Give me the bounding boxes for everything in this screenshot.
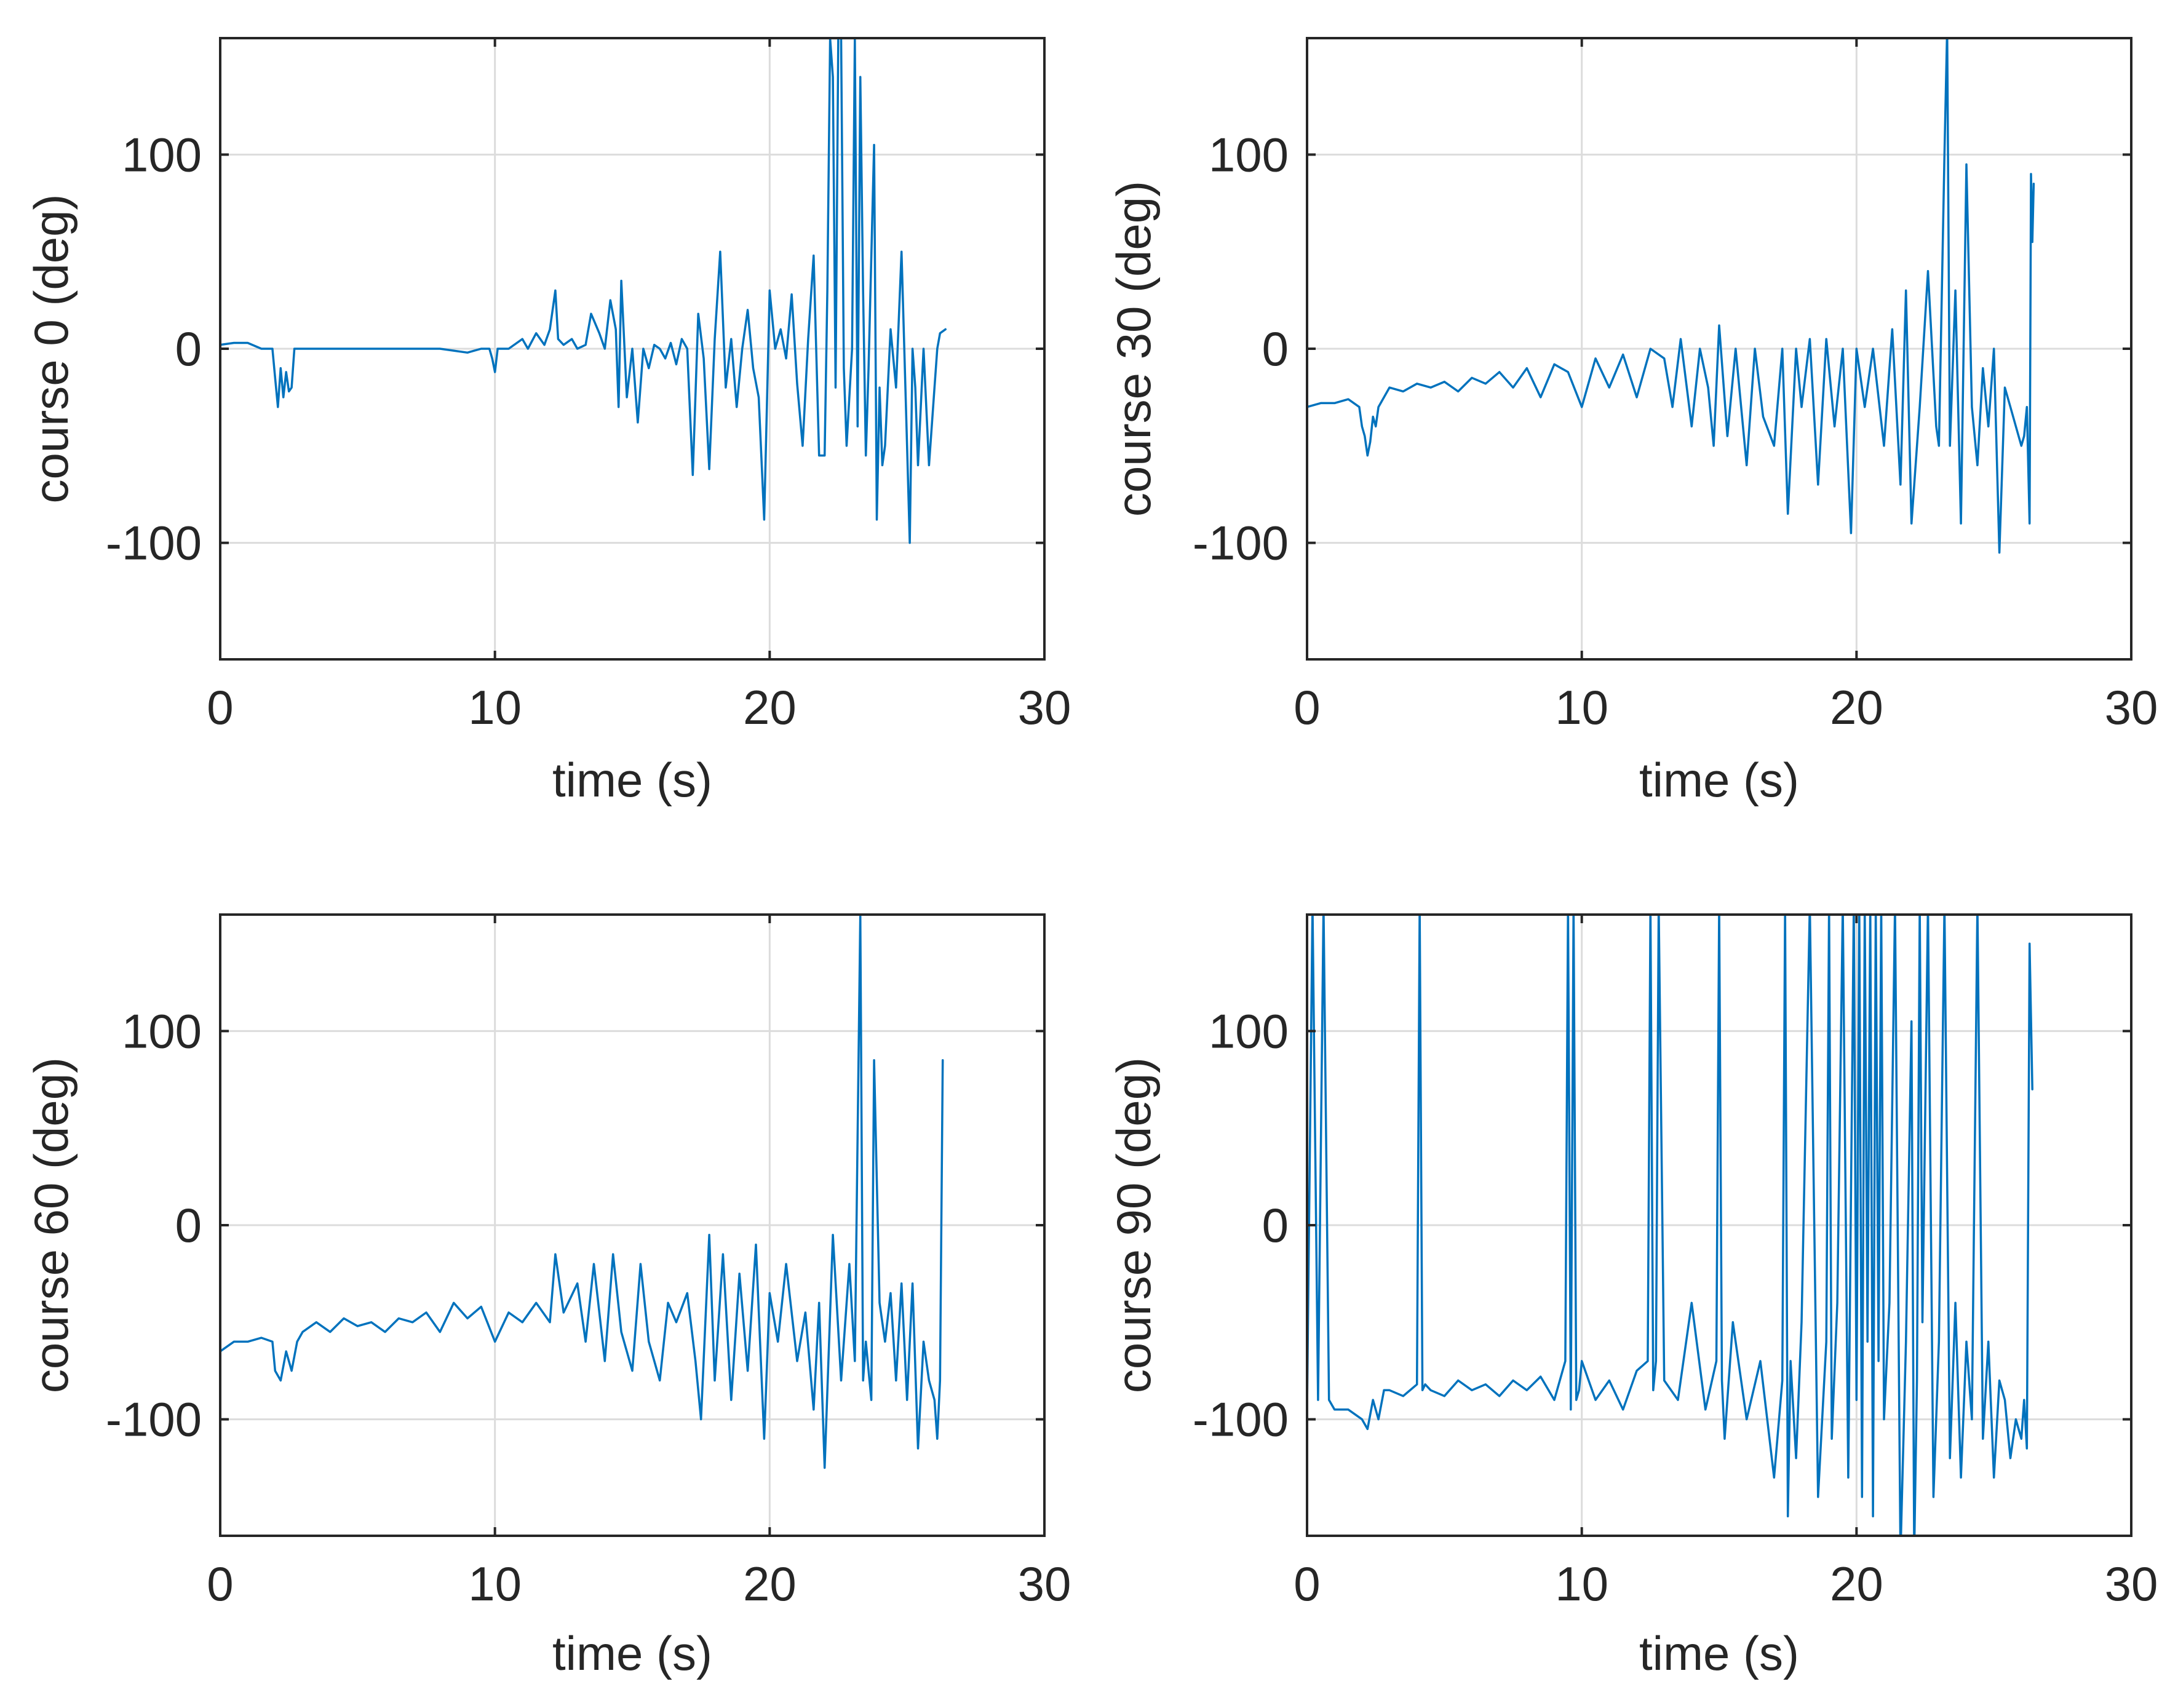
x-axis-label: time (s) [1639, 1626, 1799, 1680]
subplot-course-60: 0 10 20 30 -100 0 100 time (s) course 60 (deg) [24, 913, 1071, 1680]
x-tick-label: 10 [1555, 1557, 1608, 1611]
y-tick-label: 0 [1262, 322, 1289, 376]
x-tick-label: 0 [1294, 1557, 1320, 1611]
y-tick-label: 100 [1209, 127, 1289, 181]
series-line-1 [220, 38, 947, 544]
x-axis-label: time (s) [552, 753, 712, 807]
x-tick-label: 20 [743, 1557, 797, 1611]
x-tick-label: 30 [1018, 1557, 1071, 1611]
series-line-1 [1307, 38, 2035, 554]
y-tick-label: -100 [106, 1392, 202, 1447]
x-tick-label: 30 [1018, 680, 1071, 734]
series-line-1 [1307, 915, 2033, 1536]
y-tick-label: 100 [1209, 1004, 1289, 1058]
x-tick-label: 0 [207, 680, 233, 734]
x-tick-label: 30 [2105, 1557, 2158, 1611]
y-tick-label: -100 [1193, 516, 1289, 570]
x-axis-label: time (s) [552, 1626, 712, 1680]
subplot-course-30: 0 10 20 30 -100 0 100 time (s) course 30 (deg) [1107, 37, 2158, 807]
x-tick-label: 0 [207, 1557, 233, 1611]
x-tick-label: 0 [1294, 680, 1320, 734]
y-tick-label: 0 [1262, 1198, 1289, 1252]
x-tick-label: 20 [1830, 1557, 1883, 1611]
x-tick-label: 20 [1830, 680, 1883, 734]
y-tick-label: 0 [175, 322, 202, 376]
x-tick-label: 10 [1555, 680, 1608, 734]
x-tick-label: 10 [468, 680, 522, 734]
y-tick-label: -100 [106, 516, 202, 570]
x-tick-label: 30 [2105, 680, 2158, 734]
subplot-course-90: 0 10 20 30 -100 0 100 time (s) course 90 (deg) [1107, 913, 2158, 1680]
y-tick-label: 100 [122, 1004, 202, 1058]
x-axis-label: time (s) [1639, 753, 1799, 807]
series-line-1 [220, 915, 944, 1469]
x-tick-label: 10 [468, 1557, 522, 1611]
y-axis-label: course 0 (deg) [24, 194, 78, 504]
x-tick-label: 20 [743, 680, 797, 734]
y-tick-label: 100 [122, 127, 202, 181]
y-axis-label: course 30 (deg) [1107, 181, 1161, 517]
subplot-course-0: 0 10 20 30 -100 0 100 time (s) course 0 (deg) [24, 37, 1071, 807]
y-tick-label: -100 [1193, 1392, 1289, 1447]
y-axis-label: course 90 (deg) [1107, 1057, 1161, 1393]
y-axis-label: course 60 (deg) [24, 1057, 78, 1393]
y-tick-label: 0 [175, 1198, 202, 1252]
